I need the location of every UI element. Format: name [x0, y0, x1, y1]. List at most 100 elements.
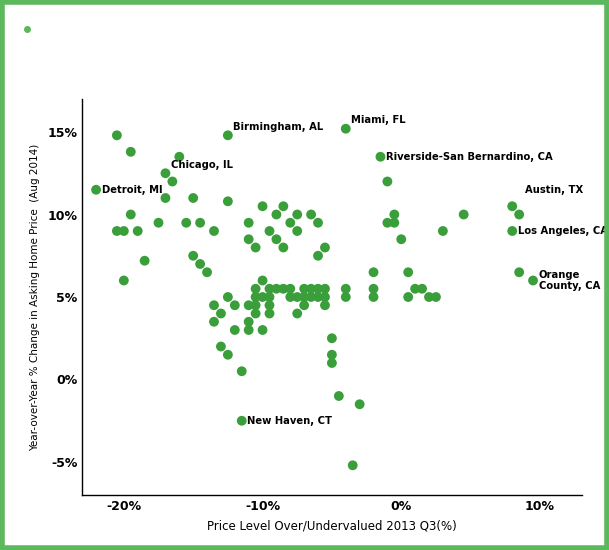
Text: Detroit, MI: Detroit, MI [102, 185, 162, 195]
Point [230, 326, 240, 334]
Point [341, 124, 351, 133]
Point [223, 131, 233, 140]
Point [188, 194, 198, 202]
Text: Los Angeles, CA: Los Angeles, CA [518, 226, 608, 236]
Point [230, 301, 240, 310]
Point [286, 293, 295, 301]
Point [278, 202, 288, 211]
Point [320, 293, 330, 301]
Point [368, 293, 378, 301]
Point [195, 218, 205, 227]
Point [119, 276, 128, 285]
Point [410, 284, 420, 293]
Point [313, 218, 323, 227]
Point [258, 293, 267, 301]
Point [202, 268, 212, 277]
Point [181, 218, 191, 227]
Point [507, 202, 517, 211]
Point [161, 169, 171, 178]
Point [334, 392, 343, 400]
Point [209, 227, 219, 235]
Point [299, 293, 309, 301]
Point [438, 227, 448, 235]
Point [292, 227, 302, 235]
Point [272, 210, 281, 219]
Polygon shape [18, 34, 37, 51]
Point [139, 256, 149, 265]
Point [264, 293, 274, 301]
Point [244, 301, 253, 310]
Point [174, 152, 184, 161]
Point [264, 301, 274, 310]
Text: Chicago, IL: Chicago, IL [171, 160, 233, 170]
Text: New Haven, CT: New Haven, CT [247, 416, 333, 426]
Point [188, 251, 198, 260]
Point [272, 235, 281, 244]
Point [403, 268, 413, 277]
Text: Orange
County, CA: Orange County, CA [538, 270, 600, 292]
Point [403, 293, 413, 301]
Text: trulia: trulia [52, 34, 124, 58]
Point [306, 210, 316, 219]
Point [431, 293, 441, 301]
Point [216, 342, 226, 351]
Point [112, 131, 122, 140]
Point [313, 284, 323, 293]
Point [382, 218, 392, 227]
Point [244, 235, 253, 244]
Point [119, 227, 128, 235]
Point [167, 177, 177, 186]
Point [244, 326, 253, 334]
Point [244, 218, 253, 227]
Point [258, 276, 267, 285]
Point [91, 185, 101, 194]
Point [209, 301, 219, 310]
Point [417, 284, 427, 293]
Point [258, 202, 267, 211]
Point [223, 197, 233, 206]
Point [320, 301, 330, 310]
Point [264, 227, 274, 235]
Point [133, 227, 143, 235]
Point [528, 276, 538, 285]
Point [195, 260, 205, 268]
Point [341, 293, 351, 301]
Point [292, 210, 302, 219]
Point [348, 461, 357, 470]
Point [306, 293, 316, 301]
Point [258, 326, 267, 334]
Point [251, 243, 261, 252]
Point [514, 210, 524, 219]
Point [313, 293, 323, 301]
Point [299, 301, 309, 310]
Point [320, 243, 330, 252]
Text: Over- and Undervalued Markets: Over- and Undervalued Markets [180, 60, 493, 78]
Point [278, 284, 288, 293]
Text: Home Price Changes in: Home Price Changes in [180, 17, 406, 35]
Point [251, 293, 261, 301]
Point [355, 400, 365, 409]
Point [251, 284, 261, 293]
Point [368, 268, 378, 277]
Text: Riverside-San Bernardino, CA: Riverside-San Bernardino, CA [386, 152, 553, 162]
Point [209, 317, 219, 326]
Point [424, 293, 434, 301]
Point [459, 210, 468, 219]
Point [327, 359, 337, 367]
Text: Birmingham, AL: Birmingham, AL [233, 122, 323, 132]
Point [292, 293, 302, 301]
Point [341, 284, 351, 293]
Point [368, 284, 378, 293]
Point [251, 301, 261, 310]
Point [286, 284, 295, 293]
Point [390, 218, 400, 227]
Point [396, 235, 406, 244]
Point [313, 251, 323, 260]
Point [223, 350, 233, 359]
Point [237, 367, 247, 376]
Point [292, 309, 302, 318]
Point [244, 317, 253, 326]
Point [390, 210, 400, 219]
Point [382, 177, 392, 186]
Point [299, 284, 309, 293]
